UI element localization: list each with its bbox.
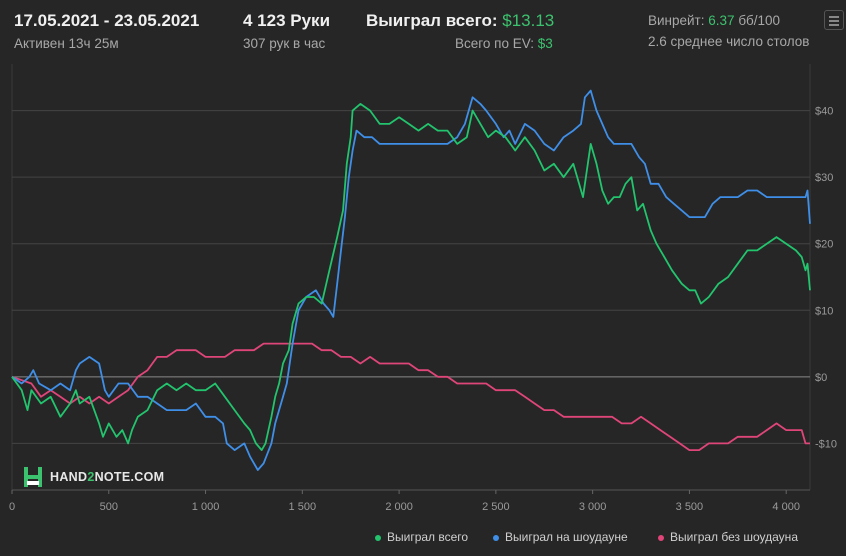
winrate: Винрейт: 6.37 бб/100 (648, 13, 780, 28)
legend-dot-won-total (375, 534, 381, 541)
legend-item-won-total[interactable]: Выиграл всего (375, 530, 468, 544)
hand2note-logo: HAND2NOTE.COM (22, 466, 164, 488)
x-tick-label: 4 000 (772, 501, 800, 513)
hands-count: 4 123 Руки (243, 11, 331, 30)
x-tick-label: 3 500 (676, 501, 704, 513)
y-tick-label: $40 (815, 106, 833, 118)
legend-dot-showdown (493, 534, 499, 541)
series-line-showdown (11, 89, 811, 471)
y-tick-label: $10 (815, 305, 833, 317)
winrate-unit: бб/100 (738, 13, 781, 28)
winrate-label: Винрейт: (648, 13, 705, 28)
y-tick-label: -$10 (815, 438, 837, 450)
legend-dot-non-showdown (658, 534, 664, 541)
hands-per-hour: 307 рук в час (243, 36, 326, 51)
date-range: 17.05.2021 - 23.05.2021 (14, 11, 200, 30)
legend-item-showdown[interactable]: Выиграл на шоудауне (493, 530, 628, 544)
hand2note-logo-text: HAND2NOTE.COM (50, 470, 165, 484)
y-tick-label: $20 (815, 239, 833, 251)
x-tick-label: 3 000 (579, 501, 607, 513)
avg-tables: 2.6 среднее число столов (648, 34, 810, 49)
won-total-value: $13.13 (502, 11, 555, 30)
ev-total-label: Всего по EV: (455, 36, 534, 51)
legend-item-non-showdown[interactable]: Выиграл без шоудауна (658, 530, 798, 544)
series-line-non-showdown (11, 342, 810, 451)
ev-total-value: $3 (537, 36, 553, 51)
active-time: Активен 13ч 25м (14, 36, 119, 51)
y-tick-label: $30 (815, 172, 833, 184)
x-tick-label: 1 500 (289, 501, 317, 513)
y-tick-label: $0 (815, 372, 827, 384)
hand2note-logo-icon (24, 467, 42, 487)
won-total: Выиграл всего: $13.13 (366, 11, 554, 31)
x-tick-label: 0 (9, 501, 15, 513)
series-line-won-total (11, 103, 811, 451)
x-tick-label: 2 000 (385, 501, 413, 513)
ev-total: Всего по EV: $3 (455, 36, 553, 51)
chart-menu-icon[interactable] (824, 10, 844, 30)
winrate-value: 6.37 (708, 13, 735, 28)
x-tick-label: 500 (100, 501, 118, 513)
won-total-label: Выиграл всего: (366, 11, 498, 30)
x-tick-label: 2 500 (482, 501, 510, 513)
x-tick-label: 1 000 (192, 501, 220, 513)
